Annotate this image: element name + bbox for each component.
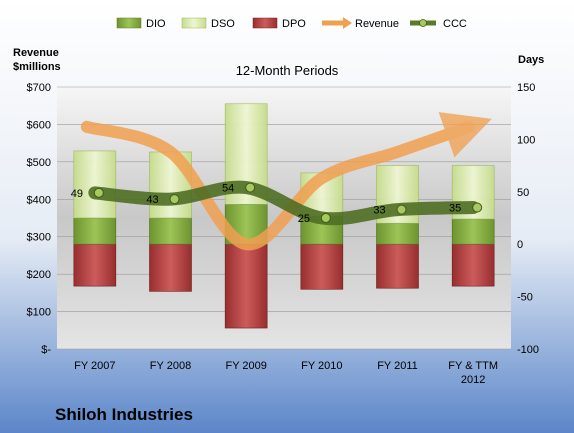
x-tick-label: FY 2009 (225, 360, 266, 372)
x-tick-label: FY 2007 (74, 360, 115, 372)
right-tick-label: -50 (517, 292, 533, 304)
right-tick-label: 100 (517, 134, 535, 146)
right-tick-label: 0 (517, 239, 523, 251)
left-tick-label: $300 (27, 232, 51, 244)
bar-dpo (73, 243, 117, 287)
legend-dso-label: DSO (211, 18, 235, 30)
left-tick-label: $- (41, 344, 51, 356)
legend-revenue-label: Revenue (355, 18, 399, 30)
ccc-data-label: 54 (222, 183, 234, 195)
right-axis-label: Days (518, 54, 544, 66)
ccc-point (472, 202, 483, 213)
left-tick-label: $400 (27, 194, 51, 206)
bar-dpo (376, 243, 419, 289)
right-axis-ticks: -100 -50 0 50 100 150 (517, 82, 539, 356)
legend-ccc-marker-icon (419, 19, 427, 27)
bar-dio (376, 222, 419, 245)
x-tick-label: FY 2011 (377, 360, 418, 372)
ccc-data-label: 33 (373, 205, 385, 217)
legend-dpo-swatch (252, 17, 278, 29)
left-axis-label-line2: $millions (13, 61, 61, 73)
bar-dio (149, 217, 192, 245)
bar-dso (73, 150, 117, 219)
legend-dso-swatch (181, 17, 207, 29)
ccc-data-label: 43 (146, 194, 158, 206)
bar-dpo (149, 243, 192, 292)
x-tick-label: FY & TTM 2012 (448, 360, 498, 386)
ccc-data-label: 35 (449, 203, 461, 215)
legend: DIO DSO DPO Revenue CCC (116, 17, 467, 30)
revenue-line (80, 112, 492, 251)
right-tick-label: -100 (517, 344, 539, 356)
right-tick-label: 150 (517, 82, 535, 94)
left-tick-label: $500 (27, 157, 51, 169)
bar-dpo (224, 243, 268, 329)
legend-ccc-label: CCC (443, 18, 467, 30)
lines: 49 43 54 25 33 35 (71, 112, 492, 251)
legend-dpo-label: DPO (282, 18, 306, 30)
left-tick-label: $700 (27, 82, 51, 94)
bar-dpo (300, 243, 344, 290)
x-axis-ticks: FY 2007 FY 2008 FY 2009 FY 2010 FY 2011 FY & … (74, 360, 498, 386)
ccc-point (169, 194, 180, 205)
ccc-point (245, 182, 256, 193)
left-tick-label: $600 (27, 119, 51, 131)
left-tick-label: $100 (27, 307, 51, 319)
chart-title: 12-Month Periods (236, 63, 339, 78)
bar-dpo (451, 243, 495, 287)
legend-revenue-arrow-icon (343, 17, 352, 29)
ccc-data-label: 25 (298, 213, 310, 225)
bar-dio (451, 218, 495, 245)
bar-dio (73, 217, 117, 245)
ccc-point (93, 187, 104, 198)
x-tick-label: FY 2010 (301, 360, 342, 372)
left-axis-label-line1: Revenue (13, 47, 59, 59)
ccc-data-label: 49 (71, 188, 83, 200)
legend-dio-label: DIO (146, 18, 166, 30)
legend-dio-swatch (116, 17, 142, 29)
ccc-point (396, 204, 407, 215)
ccc-point (320, 213, 331, 223)
right-tick-label: 50 (517, 187, 529, 199)
x-tick-label: FY 2008 (150, 360, 191, 372)
company-name: Shiloh Industries (55, 405, 193, 424)
left-tick-label: $200 (27, 269, 51, 281)
left-axis-ticks: $- $100 $200 $300 $400 $500 $600 $700 (27, 82, 52, 356)
